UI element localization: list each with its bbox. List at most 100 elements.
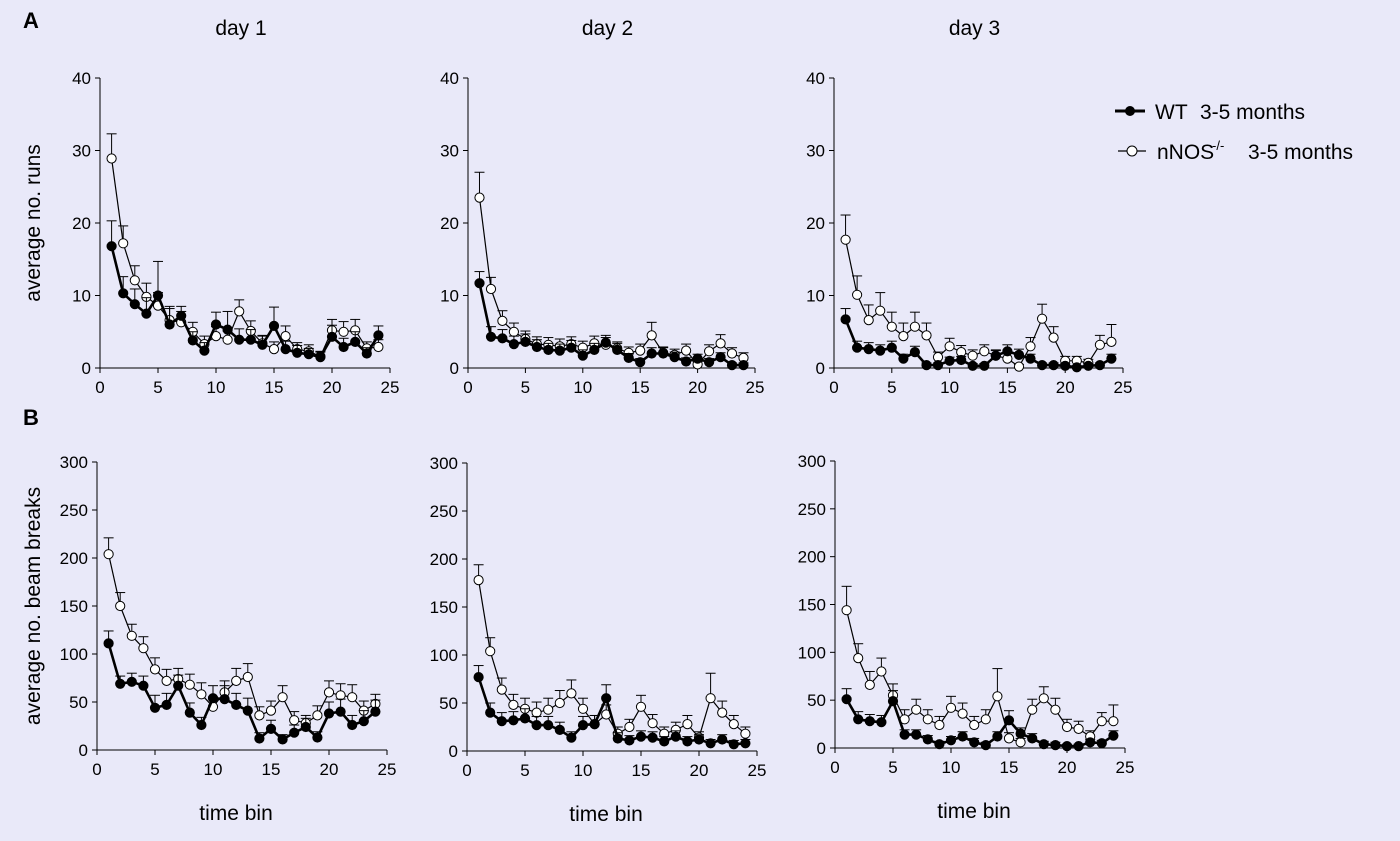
data-point-wt bbox=[497, 333, 508, 344]
data-point-nnos bbox=[969, 719, 980, 731]
data-point-wt bbox=[934, 739, 945, 750]
data-point-wt bbox=[990, 350, 1001, 361]
data-point-wt bbox=[717, 734, 728, 745]
x-tick-label: 5 bbox=[150, 760, 159, 779]
x-tick-label: 10 bbox=[204, 760, 223, 779]
data-point-wt bbox=[979, 360, 990, 371]
y-tick-label: 0 bbox=[82, 359, 91, 378]
data-point-wt bbox=[670, 731, 681, 742]
data-point-wt bbox=[898, 353, 909, 364]
data-point-nnos bbox=[635, 345, 646, 356]
y-axis-label: average no. runs bbox=[22, 144, 45, 302]
data-point-wt bbox=[1096, 738, 1107, 749]
data-point-wt bbox=[184, 707, 195, 718]
y-tick-label: 10 bbox=[440, 287, 459, 306]
x-tick-label: 15 bbox=[998, 378, 1017, 397]
data-point-wt bbox=[612, 733, 623, 744]
x-tick-label: 25 bbox=[378, 760, 397, 779]
data-point-wt bbox=[543, 720, 554, 731]
data-point-wt bbox=[1060, 360, 1071, 371]
data-point-wt bbox=[347, 719, 358, 731]
data-point-nnos bbox=[289, 715, 300, 726]
data-point-wt bbox=[566, 732, 577, 743]
data-point-wt bbox=[300, 721, 311, 733]
data-point-wt bbox=[1002, 346, 1013, 357]
data-point-wt bbox=[1071, 362, 1082, 373]
chart-b-1: 0 50 100 150 200 250 300 0 5 10 15 20 25 time bin aver… bbox=[22, 453, 396, 825]
data-point-wt bbox=[945, 735, 957, 746]
chart-title: day 3 bbox=[949, 17, 1000, 40]
data-point-wt bbox=[361, 348, 372, 359]
data-point-wt bbox=[303, 349, 314, 360]
data-point-wt bbox=[149, 702, 161, 713]
y-tick-label: 40 bbox=[806, 69, 825, 88]
y-tick-label: 0 bbox=[450, 359, 459, 378]
data-point-wt bbox=[338, 341, 349, 353]
data-point-wt bbox=[164, 319, 175, 330]
data-point-wt bbox=[277, 734, 288, 745]
data-point-nnos bbox=[184, 679, 195, 690]
data-point-nnos bbox=[254, 710, 265, 721]
data-point-nnos bbox=[543, 704, 554, 715]
data-point-wt bbox=[738, 360, 749, 371]
data-point-nnos bbox=[1061, 721, 1073, 733]
x-tick-label: 0 bbox=[830, 758, 839, 777]
data-point-wt bbox=[1050, 740, 1061, 751]
x-tick-label: 0 bbox=[463, 378, 472, 397]
data-point-wt bbox=[103, 638, 114, 649]
data-point-nnos bbox=[373, 341, 384, 353]
data-point-nnos bbox=[875, 305, 886, 316]
x-tick-label: 15 bbox=[265, 378, 284, 397]
data-point-wt bbox=[289, 727, 300, 738]
chart-a-1: 0 10 20 30 40 0 5 10 15 20 25 day 1 average no. runs bbox=[22, 17, 399, 397]
data-point-nnos bbox=[979, 346, 990, 357]
x-tick-label: 25 bbox=[1114, 378, 1133, 397]
series-line-nnos bbox=[845, 239, 1112, 368]
data-point-nnos bbox=[934, 719, 945, 731]
data-point-wt bbox=[909, 347, 921, 358]
data-point-wt bbox=[1037, 360, 1048, 371]
data-point-nnos bbox=[726, 348, 738, 359]
data-point-wt bbox=[152, 290, 164, 301]
data-point-wt bbox=[554, 724, 565, 736]
data-point-wt bbox=[693, 734, 705, 745]
series-nnos bbox=[106, 133, 384, 362]
data-point-wt bbox=[1094, 360, 1106, 371]
data-point-wt bbox=[554, 345, 565, 356]
series-wt bbox=[473, 665, 751, 750]
x-tick-label: 5 bbox=[520, 761, 529, 780]
data-point-nnos bbox=[704, 346, 715, 357]
data-point-nnos bbox=[886, 321, 897, 332]
data-point-nnos bbox=[265, 705, 277, 716]
panel-label-a: A bbox=[23, 8, 39, 33]
y-tick-label: 0 bbox=[79, 741, 88, 760]
data-point-wt bbox=[715, 352, 726, 363]
legend-ko-label: nNOS bbox=[1157, 141, 1214, 164]
data-point-nnos bbox=[268, 344, 280, 355]
data-point-nnos bbox=[1048, 332, 1059, 343]
data-point-nnos bbox=[138, 643, 149, 654]
x-tick-label: 10 bbox=[573, 378, 592, 397]
series-line-nnos bbox=[478, 197, 744, 365]
data-point-wt bbox=[728, 739, 739, 750]
data-point-wt bbox=[1013, 349, 1025, 360]
y-tick-label: 30 bbox=[440, 142, 459, 161]
data-point-nnos bbox=[967, 350, 978, 361]
y-tick-label: 30 bbox=[72, 142, 91, 161]
data-point-nnos bbox=[118, 238, 129, 249]
panel-label-b: B bbox=[23, 405, 39, 430]
data-point-wt bbox=[646, 348, 657, 359]
data-point-nnos bbox=[921, 330, 932, 341]
data-point-wt bbox=[268, 320, 280, 331]
data-point-nnos bbox=[909, 321, 921, 332]
data-point-wt bbox=[231, 699, 242, 711]
data-point-nnos bbox=[1038, 693, 1049, 704]
data-point-nnos bbox=[312, 710, 323, 721]
data-point-nnos bbox=[635, 701, 647, 712]
data-point-nnos bbox=[1027, 704, 1038, 715]
data-point-wt bbox=[531, 720, 542, 731]
data-point-wt bbox=[840, 314, 851, 325]
data-point-nnos bbox=[531, 707, 542, 718]
data-point-wt bbox=[864, 716, 875, 727]
legend-ko-age: 3-5 months bbox=[1248, 141, 1353, 164]
